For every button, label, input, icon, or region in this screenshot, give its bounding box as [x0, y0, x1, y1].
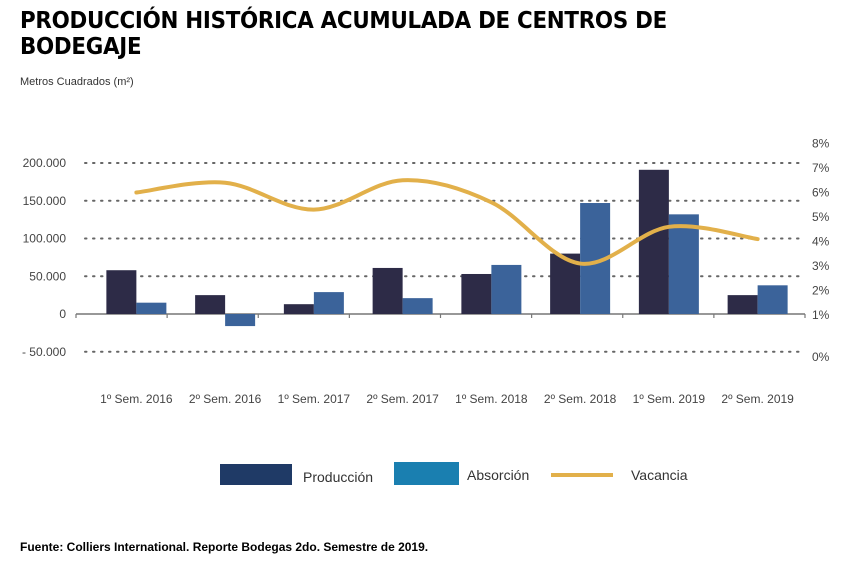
x-tick-label: 2º Sem. 2017 — [366, 392, 439, 406]
right-tick-label: 4% — [812, 235, 830, 249]
bar-absorción — [136, 302, 167, 314]
left-tick-label: 150.000 — [23, 194, 67, 208]
bar-producción — [195, 295, 226, 314]
right-tick-label: 5% — [812, 210, 830, 224]
right-tick-label: 3% — [812, 259, 830, 273]
bar-absorción — [402, 298, 433, 314]
source-note: Fuente: Colliers International. Reporte … — [20, 540, 429, 554]
legend-label-produccion: Producción — [303, 469, 373, 485]
right-tick-label: 0% — [812, 350, 830, 364]
y-axis-label: Metros Cuadrados (m²) — [20, 76, 134, 88]
right-tick-label: 7% — [812, 161, 830, 175]
bar-absorción — [757, 285, 788, 314]
bar-producción — [283, 304, 314, 314]
right-tick-label: 2% — [812, 284, 830, 298]
bar-producción — [638, 169, 669, 314]
chart-title: PRODUCCIÓN HISTÓRICA ACUMULADA DE CENTRO… — [20, 8, 667, 60]
left-tick-label: 200.000 — [23, 156, 67, 170]
x-tick-label: 2º Sem. 2018 — [544, 392, 617, 406]
bar-absorción — [225, 314, 256, 327]
left-tick-label: 100.000 — [23, 232, 67, 246]
left-tick-label: - 50.000 — [22, 345, 66, 359]
right-tick-label: 6% — [812, 186, 830, 200]
legend-swatch-absorcion — [394, 462, 459, 485]
bar-absorción — [313, 292, 344, 314]
x-tick-label: 1º Sem. 2016 — [100, 392, 173, 406]
left-tick-label: 0 — [59, 307, 66, 321]
left-tick-label: 50.000 — [29, 269, 66, 283]
bar-producción — [461, 273, 492, 314]
right-tick-label: 8% — [812, 137, 830, 151]
x-tick-label: 2º Sem. 2016 — [189, 392, 262, 406]
x-tick-label: 2º Sem. 2019 — [721, 392, 794, 406]
right-tick-label: 1% — [812, 308, 830, 322]
x-tick-label: 1º Sem. 2018 — [455, 392, 528, 406]
legend-label-absorcion: Absorción — [467, 467, 529, 483]
bar-producción — [106, 270, 137, 314]
legend-label-vacancia: Vacancia — [631, 467, 688, 483]
bar-producción — [727, 295, 758, 314]
legend-swatch-produccion — [220, 464, 292, 485]
x-tick-label: 1º Sem. 2019 — [633, 392, 706, 406]
bar-producción — [372, 267, 403, 314]
bar-absorción — [491, 264, 522, 314]
bar-absorción — [668, 214, 699, 314]
line-vacancia — [134, 178, 760, 266]
x-tick-label: 1º Sem. 2017 — [278, 392, 351, 406]
